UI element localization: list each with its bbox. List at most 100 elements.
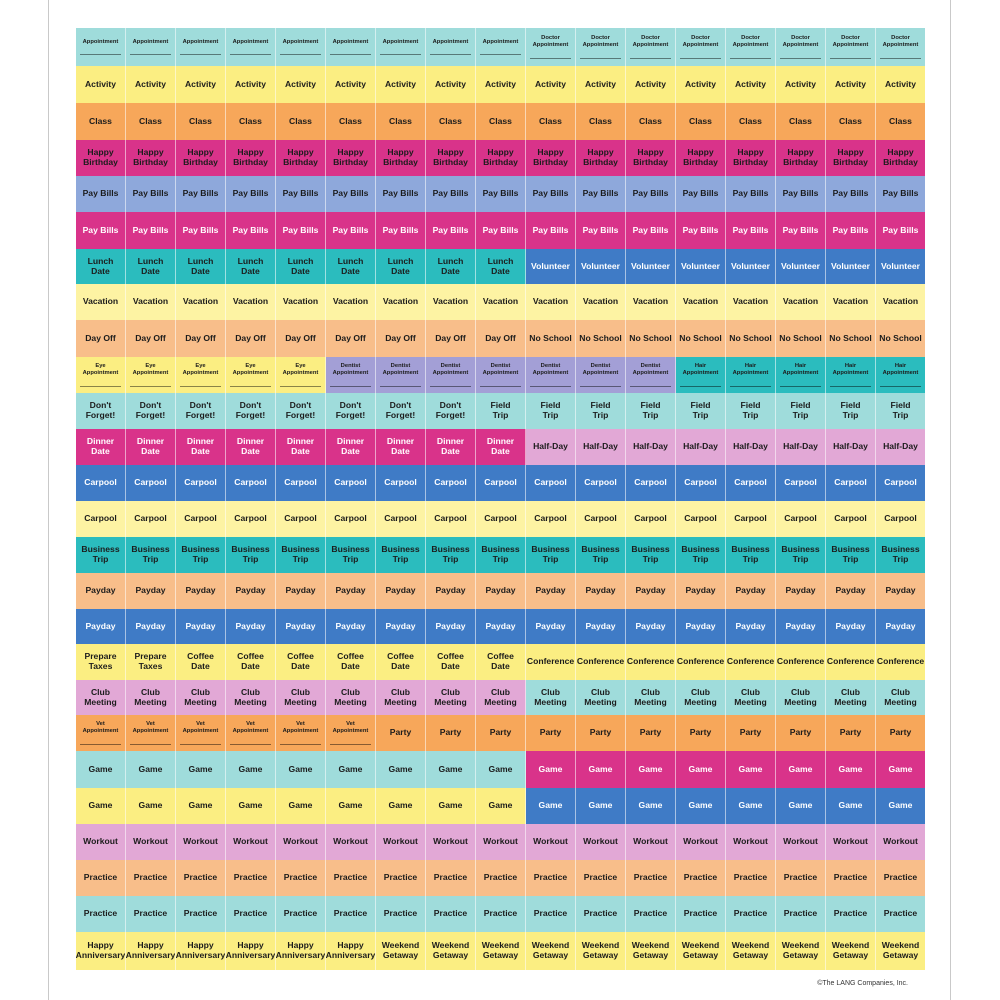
sticker-label: Practice xyxy=(283,908,318,919)
sticker-cell: Pay Bills xyxy=(826,176,876,212)
sticker-cell: Party xyxy=(876,715,925,751)
sticker-label: Conference xyxy=(876,656,925,667)
sticker-cell: Practice xyxy=(526,896,576,932)
sticker-label: Coffee Date xyxy=(187,651,214,671)
sticker-cell: Field Trip xyxy=(726,393,776,429)
sticker-cell: Club Meeting xyxy=(476,680,526,715)
sticker-label: Day Off xyxy=(335,332,366,343)
sticker-label: Payday xyxy=(885,585,916,596)
sticker-cell: Payday xyxy=(276,573,326,609)
sticker-label: Vacation xyxy=(332,296,369,307)
sticker-cell: Payday xyxy=(126,573,176,609)
sticker-cell: Game xyxy=(376,788,426,824)
sticker-label: Payday xyxy=(835,585,866,596)
sticker-label: Practice xyxy=(233,872,268,883)
sticker-label: Conference xyxy=(826,656,875,667)
sticker-label: Happy Birthday xyxy=(783,147,818,167)
sticker-cell: Vet Appointment xyxy=(76,715,126,751)
sticker-label: Practice xyxy=(883,908,918,919)
sticker-row: Vet Appointment Vet Appointment Vet Appoin… xyxy=(76,715,925,751)
sticker-label: Happy Birthday xyxy=(733,147,768,167)
sticker-label: Carpool xyxy=(184,513,217,524)
sticker-label: Day Off xyxy=(85,332,116,343)
sticker-cell: Payday xyxy=(176,573,226,609)
write-in-line xyxy=(230,379,271,387)
write-in-line xyxy=(480,47,521,56)
sticker-label: Appointment xyxy=(482,38,519,45)
sticker-cell: Carpool xyxy=(176,501,226,537)
sticker-label: Game xyxy=(438,763,463,774)
sticker-row: Dinner Date Dinner Date Dinner Date Dinner … xyxy=(76,429,925,465)
sticker-cell: Workout xyxy=(476,824,526,860)
sticker-cell: Pay Bills xyxy=(876,176,925,212)
sticker-label: Field Trip xyxy=(740,400,761,420)
sticker-row: Club Meeting Club Meeting Club Meeting Club… xyxy=(76,680,925,715)
sticker-cell: Activity xyxy=(676,66,726,103)
sticker-cell: Eye Appointment xyxy=(76,357,126,393)
sticker-cell: Class xyxy=(126,103,176,140)
write-in-line xyxy=(780,379,821,387)
sticker-label: Weekend Getaway xyxy=(731,940,770,960)
sticker-cell: Carpool xyxy=(376,465,426,501)
sticker-label: Club Meeting xyxy=(584,686,617,707)
sticker-label: Game xyxy=(588,763,613,774)
sticker-label: Business Trip xyxy=(681,544,720,564)
sticker-cell: Workout xyxy=(726,824,776,860)
sticker-cell: Vacation xyxy=(226,284,276,320)
sticker-cell: Game xyxy=(826,788,876,824)
sticker-label: Hair Appointment xyxy=(682,363,719,376)
sticker-label: Pay Bills xyxy=(682,188,719,199)
sticker-cell: Workout xyxy=(626,824,676,860)
sticker-label: Party xyxy=(489,727,512,738)
sticker-cell: Happy Birthday xyxy=(576,140,626,176)
sticker-label: Workout xyxy=(733,836,768,847)
sticker-cell: Club Meeting xyxy=(426,680,476,715)
sticker-label: Happy Birthday xyxy=(533,147,568,167)
sticker-cell: Practice xyxy=(726,860,776,896)
sticker-label: Doctor Appointment xyxy=(782,35,819,48)
sticker-cell: Club Meeting xyxy=(726,680,776,715)
sticker-label: Carpool xyxy=(584,477,617,488)
sticker-label: Half-Day xyxy=(583,441,618,452)
sticker-label: Payday xyxy=(285,585,316,596)
sticker-label: Carpool xyxy=(484,513,517,524)
sticker-cell: Payday xyxy=(626,609,676,644)
sticker-label: Carpool xyxy=(634,477,667,488)
sticker-label: Half-Day xyxy=(733,441,768,452)
sticker-cell: Payday xyxy=(776,573,826,609)
sticker-label: Dentist Appointment xyxy=(332,363,369,376)
sticker-cell: Pay Bills xyxy=(326,176,376,212)
sticker-label: Activity xyxy=(684,78,717,89)
sticker-cell: Business Trip xyxy=(176,537,226,573)
sticker-label: Carpool xyxy=(584,513,617,524)
sticker-label: Appointment xyxy=(282,38,319,45)
sticker-label: Half-Day xyxy=(783,441,818,452)
sticker-cell: Volunteer xyxy=(726,249,776,284)
sticker-cell: Vacation xyxy=(876,284,925,320)
sticker-label: Happy Birthday xyxy=(383,147,418,167)
sticker-cell: Activity xyxy=(226,66,276,103)
sticker-label: Pay Bills xyxy=(282,188,319,199)
sticker-cell: Practice xyxy=(426,896,476,932)
sticker-label: Game xyxy=(88,763,113,774)
sticker-row: Happy Birthday Happy Birthday Happy Birthd… xyxy=(76,140,925,176)
sticker-cell: Practice xyxy=(826,860,876,896)
sticker-label: Pay Bills xyxy=(582,224,619,235)
sticker-label: Vacation xyxy=(282,296,319,307)
sticker-label: Game xyxy=(388,763,413,774)
write-in-line xyxy=(530,379,571,387)
sticker-label: Game xyxy=(438,800,463,811)
sticker-cell: Practice xyxy=(876,860,925,896)
sticker-cell: Carpool xyxy=(626,465,676,501)
sticker-cell: Dinner Date xyxy=(126,429,176,465)
sticker-cell: Weekend Getaway xyxy=(826,932,876,970)
sticker-label: Game xyxy=(238,800,263,811)
sticker-label: Don't Forget! xyxy=(435,400,466,420)
sticker-cell: Don't Forget! xyxy=(276,393,326,429)
sticker-label: Party xyxy=(739,727,762,738)
sticker-label: Workout xyxy=(83,836,118,847)
sticker-cell: Pay Bills xyxy=(576,212,626,249)
sticker-cell: Dinner Date xyxy=(376,429,426,465)
sticker-cell: Don't Forget! xyxy=(126,393,176,429)
sticker-cell: Club Meeting xyxy=(676,680,726,715)
